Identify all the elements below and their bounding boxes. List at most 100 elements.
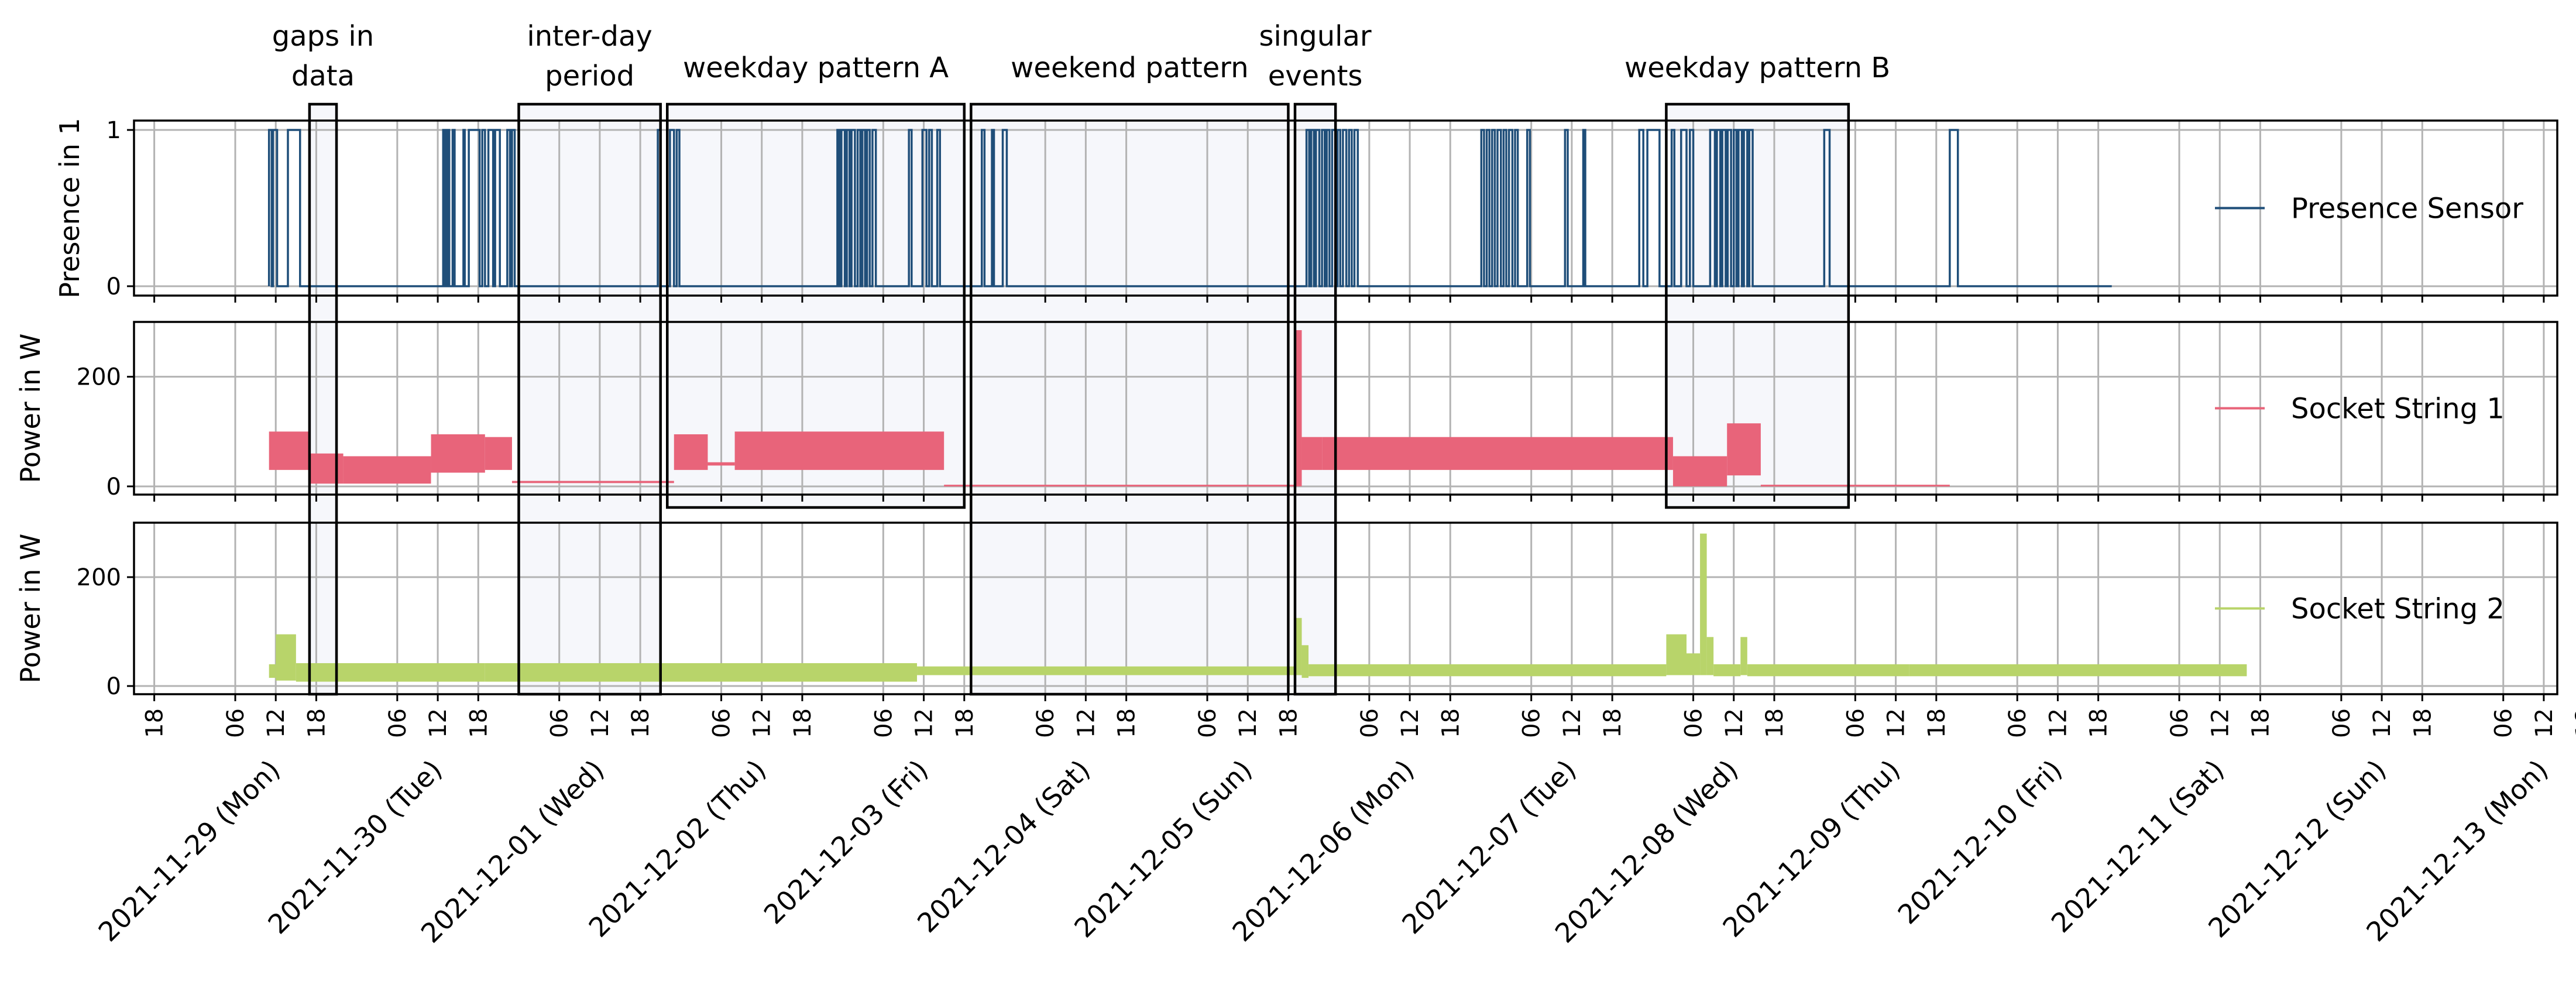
legend-label: Socket String 2 bbox=[2291, 593, 2505, 626]
annotation-box-2 bbox=[666, 102, 966, 509]
annotation-box-5 bbox=[1665, 102, 1850, 509]
y-tick-label: 1 bbox=[107, 117, 121, 144]
series-band-segment bbox=[917, 666, 1295, 675]
panel-socket2: 0 200 Power in W Socket String 2 bbox=[15, 522, 2558, 701]
x-tick-label: 06 bbox=[384, 708, 411, 738]
x-tick-label: 12 bbox=[2531, 708, 2558, 738]
date-label: 2021-12-06 (Mon) bbox=[1226, 754, 1420, 948]
x-tick-label: 12 bbox=[2045, 708, 2072, 738]
x-tick-label: 12 bbox=[425, 708, 452, 738]
series-band-segment bbox=[1713, 664, 1741, 677]
series-band-segment bbox=[511, 481, 674, 483]
y-axis-title: Power in W bbox=[15, 334, 46, 483]
y-tick-label: 0 bbox=[107, 474, 121, 500]
date-label: 2021-12-10 (Fri) bbox=[1892, 754, 2069, 931]
series-band-segment bbox=[1760, 485, 1950, 487]
series-band-segment bbox=[674, 434, 708, 470]
date-label: 2021-12-11 (Sat) bbox=[2045, 754, 2230, 939]
series-band-segment bbox=[309, 453, 344, 484]
x-tick-label: 18 bbox=[2571, 708, 2576, 738]
x-tick-label: 12 bbox=[1559, 708, 1586, 738]
annotation-box-0 bbox=[308, 102, 338, 696]
series-band-segment bbox=[1727, 423, 1761, 476]
y-tick-label: 0 bbox=[107, 673, 121, 700]
panel-socket1: 0 200 Power in W Socket String 1 bbox=[15, 321, 2558, 502]
x-tick-label: 12 bbox=[1883, 708, 1910, 738]
x-tick-label: 06 bbox=[2004, 708, 2031, 738]
x-tick-label: 06 bbox=[222, 708, 249, 738]
x-tick-label: 06 bbox=[1842, 708, 1869, 738]
annotation-label: singular bbox=[1259, 20, 1372, 53]
y-tick-label: 200 bbox=[77, 364, 121, 391]
date-label: 2021-12-12 (Sun) bbox=[2202, 754, 2392, 944]
series-socket2 bbox=[269, 533, 2247, 682]
x-tick-label: 18 bbox=[627, 708, 654, 738]
series-band-segment bbox=[1672, 456, 1727, 486]
legend-socket1: Socket String 1 bbox=[2215, 393, 2505, 426]
date-label: 2021-11-29 (Mon) bbox=[92, 754, 286, 948]
series-band-segment bbox=[1294, 330, 1302, 486]
series-socket1 bbox=[269, 330, 1950, 487]
legend-label: Socket String 1 bbox=[2291, 393, 2505, 426]
date-label: 2021-11-30 (Tue) bbox=[262, 754, 448, 940]
x-tick-label: 12 bbox=[2369, 708, 2396, 738]
annotation-label: inter-day bbox=[527, 20, 652, 53]
annotation-label: data bbox=[291, 60, 355, 92]
series-band-segment bbox=[1301, 437, 1323, 470]
x-tick-label: 12 bbox=[263, 708, 290, 738]
annotation-shading bbox=[309, 104, 1849, 694]
x-tick-label: 12 bbox=[2207, 708, 2234, 738]
legend-socket2: Socket String 2 bbox=[2215, 593, 2505, 626]
series-band-segment bbox=[944, 485, 1295, 487]
x-tick-label: 06 bbox=[1194, 708, 1221, 738]
panel-frame bbox=[133, 119, 2558, 297]
series-band-segment bbox=[485, 437, 512, 470]
panel-frame bbox=[133, 321, 2558, 496]
annotation-label: weekday pattern A bbox=[683, 52, 949, 84]
date-label: 2021-12-01 (Wed) bbox=[415, 754, 610, 949]
x-tick-label: 06 bbox=[1519, 708, 1545, 738]
annotation-label: weekend pattern bbox=[1011, 52, 1248, 84]
series-band-segment bbox=[431, 434, 485, 473]
series-band-segment bbox=[1322, 437, 1673, 470]
x-tick-label: 18 bbox=[2086, 708, 2113, 738]
annotation-box-3 bbox=[970, 102, 1290, 696]
series-band-segment bbox=[1666, 634, 1687, 675]
x-tick-label: 06 bbox=[547, 708, 573, 738]
annotation-label: events bbox=[1268, 60, 1363, 92]
legend-label: Presence Sensor bbox=[2291, 193, 2523, 225]
x-tick-label: 18 bbox=[2409, 708, 2436, 738]
x-axis-hour-labels: 18 06 12 18 06 12 18 06 12 18 06 12 18 06 12 18 06 12 18 06… bbox=[142, 708, 2576, 738]
x-tick-label: 18 bbox=[1924, 708, 1950, 738]
y-axis-title: Power in W bbox=[15, 534, 46, 684]
date-label: 2021-12-09 (Thu) bbox=[1716, 754, 1906, 944]
x-tick-label: 06 bbox=[709, 708, 736, 738]
x-tick-label: 12 bbox=[1073, 708, 1100, 738]
x-tick-label: 06 bbox=[1356, 708, 1383, 738]
x-tick-label: 18 bbox=[789, 708, 816, 738]
x-axis-date-labels: 2021-11-29 (Mon)2021-11-30 (Tue)2021-12-… bbox=[92, 754, 2554, 949]
annotation-box-1 bbox=[517, 102, 662, 696]
x-tick-label: 18 bbox=[1761, 708, 1788, 738]
legend-presence: Presence Sensor bbox=[2215, 193, 2523, 225]
annotation-shade-3 bbox=[971, 104, 1289, 694]
annotation-label: gaps in bbox=[272, 20, 374, 53]
date-label: 2021-12-02 (Thu) bbox=[582, 754, 772, 944]
x-tick-label: 06 bbox=[2328, 708, 2355, 738]
y-tick-label: 200 bbox=[77, 564, 121, 591]
series-band-segment bbox=[1294, 618, 1302, 675]
series-band-segment bbox=[1687, 653, 1701, 675]
date-label: 2021-12-13 (Mon) bbox=[2360, 754, 2554, 948]
x-tick-label: 18 bbox=[465, 708, 492, 738]
date-label: 2021-12-07 (Tue) bbox=[1396, 754, 1582, 940]
x-tick-label: 18 bbox=[952, 708, 978, 738]
x-tick-label: 18 bbox=[1437, 708, 1464, 738]
series-band-segment bbox=[343, 456, 431, 484]
x-tick-label: 18 bbox=[1599, 708, 1626, 738]
series-band-segment bbox=[707, 462, 735, 466]
date-label: 2021-12-04 (Sat) bbox=[911, 754, 1096, 939]
x-tick-label: 12 bbox=[1397, 708, 1424, 738]
x-tick-label: 12 bbox=[587, 708, 614, 738]
